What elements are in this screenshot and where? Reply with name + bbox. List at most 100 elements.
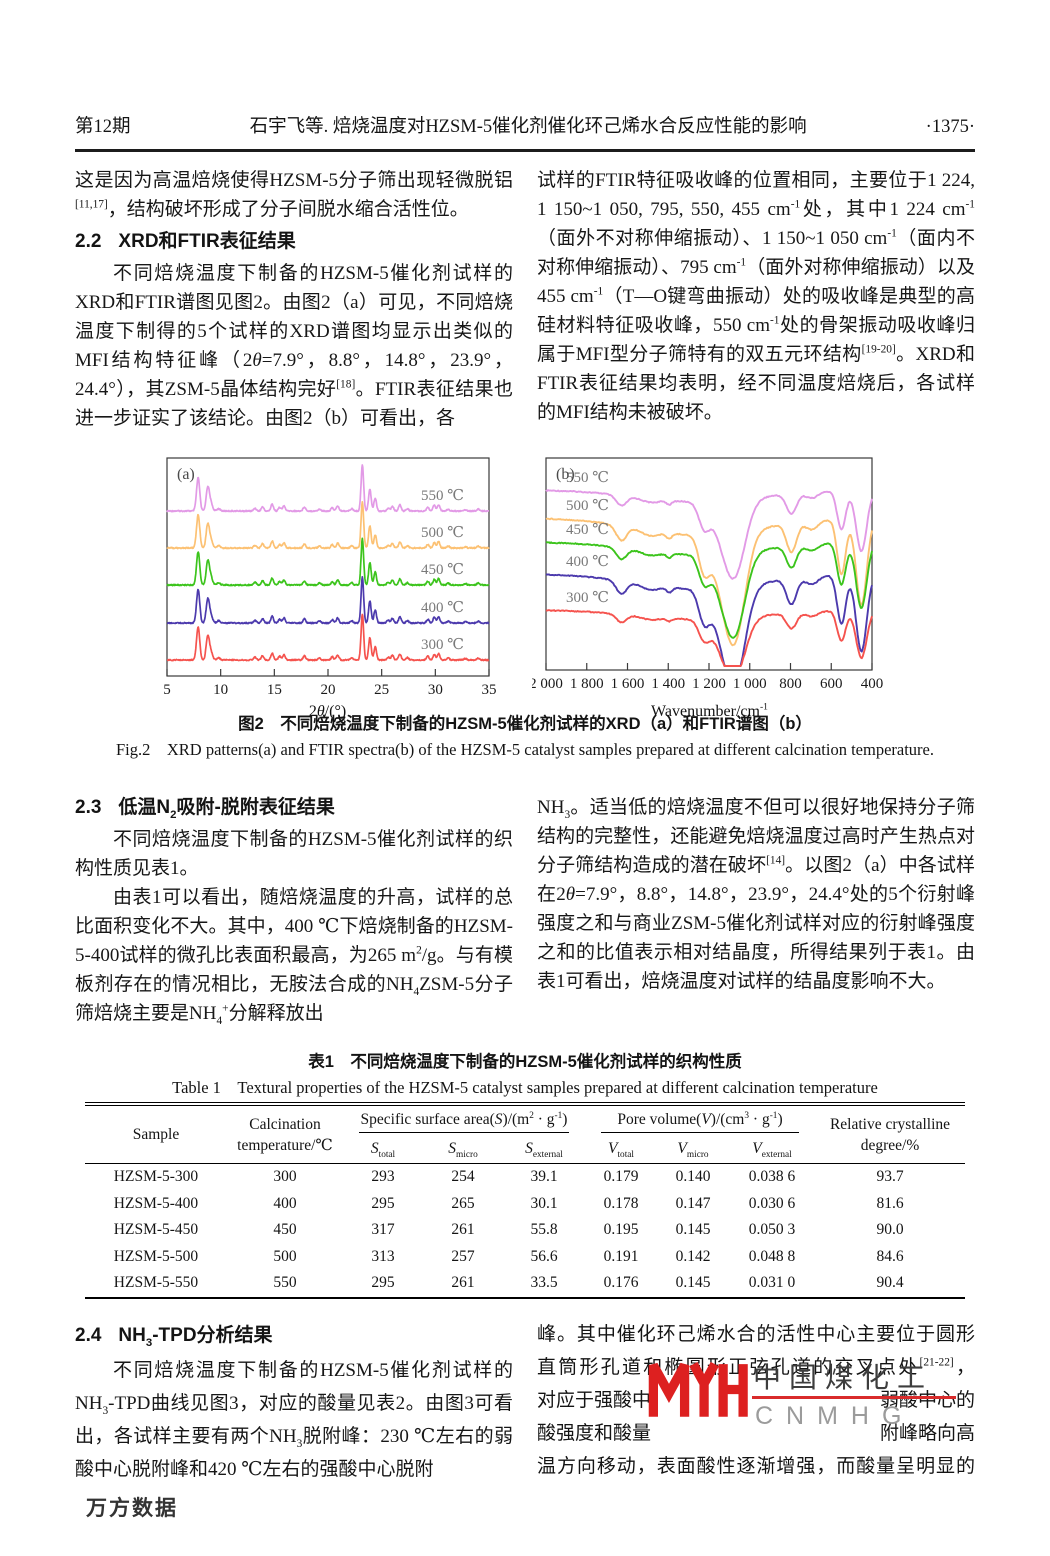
svg-text:550 ℃: 550 ℃ — [421, 488, 464, 504]
svg-text:30: 30 — [428, 682, 443, 698]
table-cell: 400 — [273, 1194, 297, 1212]
table-cell: 84.6 — [876, 1247, 904, 1265]
xrd-chart: 5 10 15 20 25 30 35 550 ℃ 500 ℃ 450 ℃ 400 ℃ 300 ℃ (… — [155, 452, 500, 721]
paragraph-2-1-tail: 这是因为高温焙烧使得HZSM-5分子筛出现轻微脱铝[11,17]，结构破坏形成了… — [75, 170, 513, 220]
table-cell: 0.048 8 — [748, 1247, 796, 1265]
paragraph-2-2-a: 不同焙烧温度下制备的HZSM-5催化剂试样的XRD和FTIR谱图见图2。由图2（… — [75, 263, 513, 429]
table-cell: 55.8 — [530, 1221, 558, 1239]
svg-text:400 ℃: 400 ℃ — [421, 600, 464, 616]
svg-text:25: 25 — [374, 682, 389, 698]
table-cell: 90.0 — [876, 1221, 904, 1239]
table-cell: 0.030 6 — [748, 1194, 796, 1212]
section-title: XRD和FTIR表征结果 — [118, 231, 296, 252]
table-cell: 39.1 — [530, 1168, 558, 1186]
text-line: 温方向移动，表面酸性逐渐增强，而酸量呈明显的 — [537, 1456, 975, 1477]
figure2-caption-cn: 图2 不同焙烧温度下制备的HZSM-5催化剂试样的XRD（a）和FTIR谱图（b… — [238, 715, 812, 733]
ftir-chart: 2 000 1 800 1 600 1 400 1 200 1 000 800 600 400 5… — [529, 452, 887, 721]
svg-text:2 000: 2 000 — [532, 676, 563, 692]
section-title: 低温N2吸附-脱附表征结果 — [118, 797, 335, 821]
table-cell: 56.6 — [530, 1247, 558, 1265]
watermark-name-cn: 中国煤化工 — [753, 1362, 934, 1393]
wanfang-data-brand: 万方数据 — [86, 1497, 178, 1520]
paragraph-2-3-a: 不同焙烧温度下制备的HZSM-5催化剂试样的织构性质见表1。 — [75, 829, 513, 879]
svg-text:35: 35 — [482, 682, 497, 698]
table-cell: 295 — [371, 1194, 395, 1212]
table-cell: 257 — [451, 1247, 475, 1265]
text-line: 直筒形孔道和椭圆形正弦孔道的交叉点处[21-22]， — [537, 1356, 975, 1378]
table-cell: 295 — [371, 1274, 395, 1292]
svg-text:1 000: 1 000 — [733, 676, 767, 692]
svg-text:1 800: 1 800 — [570, 676, 604, 692]
table-row: HZSM-5-550 550 295 261 33.5 0.176 0.145 0.031 0… — [85, 1270, 965, 1298]
ftir-x-axis-title: Wavenumber/cm-1 — [651, 701, 768, 720]
column-left-bottom: 2.4 NH3-TPD分析结果 不同焙烧温度下制备的HZSM-5催化剂试样的NH3… — [75, 1316, 513, 1486]
column-right-top: 试样的FTIR特征吸收峰的位置相同，主要位于1 224, 1 150~1 050… — [537, 166, 975, 427]
xrd-x-axis-title: 2θ/(°) — [308, 703, 347, 720]
paragraph-2-4-a: 不同焙烧温度下制备的HZSM-5催化剂试样的NH3-TPD曲线见图3，对应的酸量… — [75, 1360, 513, 1480]
section-title: NH3-TPD分析结果 — [118, 1325, 273, 1349]
table-cell: HZSM-5-550 — [113, 1274, 199, 1292]
svg-text:1 200: 1 200 — [692, 676, 726, 692]
section-number: 2.3 — [75, 797, 102, 818]
table-cell: 261 — [451, 1274, 475, 1292]
table-cell: 450 — [273, 1221, 297, 1239]
svg-text:550 ℃: 550 ℃ — [566, 470, 609, 486]
th-v-external: Vexternal — [752, 1140, 792, 1161]
th-relative-crystalline: Relative crystalline degree/% — [829, 1115, 951, 1154]
table-cell: 317 — [371, 1221, 395, 1239]
text-line: 峰。其中催化环己烯水合的活性中心主要位于圆形 — [537, 1324, 975, 1345]
th-s-external: Sexternal — [525, 1140, 563, 1161]
svg-text:20: 20 — [321, 682, 336, 698]
table-cell: 0.179 — [603, 1168, 639, 1186]
table-cell: 0.147 — [675, 1194, 711, 1212]
table-cell: 0.145 — [675, 1221, 711, 1239]
table-cell: 0.031 0 — [748, 1274, 796, 1292]
th-v-micro: Vmicro — [677, 1140, 709, 1161]
section-heading-2-4: 2.4 NH3-TPD分析结果 — [75, 1319, 513, 1352]
svg-text:450 ℃: 450 ℃ — [566, 522, 609, 538]
paragraph-2-2-b: 试样的FTIR特征吸收峰的位置相同，主要位于1 224, 1 150~1 050… — [537, 170, 975, 423]
paragraph-2-3-b: 由表1可以看出，随焙烧温度的升高，试样的总比面积变化不大。其中，400 ℃下焙烧… — [75, 887, 513, 1027]
svg-text:5: 5 — [163, 682, 171, 698]
table-cell: 0.038 6 — [748, 1168, 796, 1186]
table-cell: 0.140 — [675, 1168, 711, 1186]
column-left-top: 这是因为高温焙烧使得HZSM-5分子筛出现轻微脱铝[11,17]，结构破坏形成了… — [75, 166, 513, 433]
svg-text:10: 10 — [213, 682, 228, 698]
page-header: 第12期 石宇飞等. 焙烧温度对HZSM-5催化剂催化环己烯水合反应性能的影响 … — [75, 112, 975, 138]
table-cell: 293 — [371, 1168, 395, 1186]
table-row: HZSM-5-400 400 295 265 30.1 0.178 0.147 0.030 6… — [85, 1191, 965, 1218]
table-cell: 550 — [273, 1274, 297, 1292]
table-cell: HZSM-5-450 — [113, 1221, 199, 1239]
header-rule — [75, 149, 975, 152]
svg-text:300 ℃: 300 ℃ — [566, 590, 609, 606]
section-heading-2-2: 2.2 XRD和FTIR表征结果 — [75, 227, 513, 257]
table-cell: 300 — [273, 1168, 297, 1186]
svg-text:400: 400 — [861, 676, 884, 692]
table-cell: HZSM-5-300 — [113, 1168, 199, 1186]
svg-text:300 ℃: 300 ℃ — [421, 637, 464, 653]
th-v-total: Vtotal — [608, 1140, 634, 1161]
table-cell: 313 — [371, 1247, 395, 1265]
cnmhg-watermark-logo-icon — [648, 1352, 748, 1431]
th-s-total: Stotal — [370, 1140, 396, 1161]
table-row: HZSM-5-450 450 317 261 55.8 0.195 0.145 0.050 3… — [85, 1217, 965, 1244]
svg-text:15: 15 — [267, 682, 282, 698]
table-cell: 0.142 — [675, 1247, 711, 1265]
table-cell: 30.1 — [530, 1194, 558, 1212]
section-number: 2.2 — [75, 231, 102, 252]
th-calcination: Calcination temperature/℃ — [237, 1115, 333, 1154]
svg-text:450 ℃: 450 ℃ — [421, 562, 464, 578]
th-s-micro: Smicro — [448, 1140, 478, 1161]
watermark-underline — [752, 1396, 956, 1399]
table1-title-en: Table 1 Textural properties of the HZSM-… — [172, 1078, 878, 1097]
svg-text:400 ℃: 400 ℃ — [566, 554, 609, 570]
column-right-bottom: 峰。其中催化环己烯水合的活性中心主要位于圆形 直筒形孔道和椭圆形正弦孔道的交叉点处… — [537, 1318, 975, 1483]
journal-issue: 第12期 — [75, 117, 131, 137]
th-sample: Sample — [132, 1126, 180, 1143]
table-cell: 93.7 — [876, 1168, 904, 1186]
table-cell: 500 — [273, 1247, 297, 1265]
text-line-split-by-watermark: 对应于强酸中 弱酸中心的 — [537, 1390, 975, 1411]
table-row: HZSM-5-300 300 293 254 39.1 0.179 0.140 0.038 6… — [85, 1164, 965, 1191]
svg-text:800: 800 — [779, 676, 802, 692]
column-right-mid: NH3。适当低的焙烧温度不但可以很好地保持分子筛结构的完整性，还能避免焙烧温度过… — [537, 793, 975, 996]
